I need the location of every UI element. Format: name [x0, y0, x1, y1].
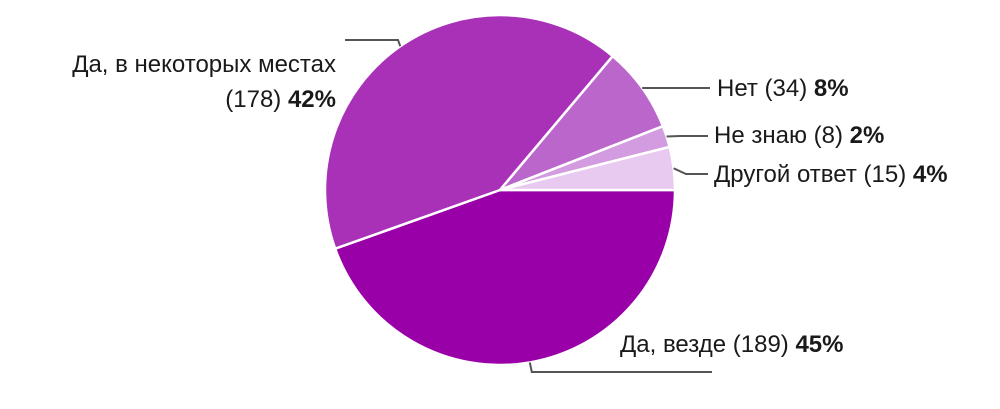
label-line2-da-v-nekotoryh: (178) 42%: [225, 86, 336, 113]
slice-count-da-v-nekotoryh: (178): [225, 86, 281, 113]
pie-slice-1: [323, 13, 615, 251]
slice-percent-da-vezde: 45%: [795, 331, 843, 358]
slice-count-net: (34): [765, 75, 808, 102]
label-net: Нет (34) 8%: [717, 75, 849, 102]
slice-count-drugoy-otvet: (15): [864, 161, 907, 188]
slice-count-da-vezde: (189): [733, 331, 789, 358]
slice-label-drugoy-otvet: Другой ответ: [714, 161, 857, 188]
slice-percent-net: 8%: [814, 75, 849, 102]
slice-label-ne-znayu: Не знаю: [714, 122, 807, 149]
leader-lines: [345, 39, 712, 373]
pie-slices: [323, 13, 677, 367]
slice-count-ne-znayu: (8): [814, 122, 843, 149]
slice-label-da-v-nekotoryh: Да, в некоторых местах: [72, 51, 336, 78]
slice-label-da-vezde: Да, везде: [620, 331, 726, 358]
pie-slice-0: [333, 188, 677, 367]
slice-label-net: Нет: [717, 75, 758, 102]
slice-percent-drugoy-otvet: 4%: [913, 161, 948, 188]
label-da-vezde: Да, везде (189) 45%: [620, 331, 844, 358]
label-ne-znayu: Не знаю (8) 2%: [714, 122, 884, 149]
slice-percent-da-v-nekotoryh: 42%: [288, 86, 336, 113]
leader-line-4: [673, 167, 708, 175]
leader-line-1: [345, 39, 402, 47]
label-drugoy-otvet: Другой ответ (15) 4%: [714, 161, 948, 188]
slice-percent-ne-znayu: 2%: [850, 122, 885, 149]
label-line1-da-v-nekotoryh: Да, в некоторых местах: [72, 51, 336, 78]
leader-line-0: [528, 362, 712, 373]
